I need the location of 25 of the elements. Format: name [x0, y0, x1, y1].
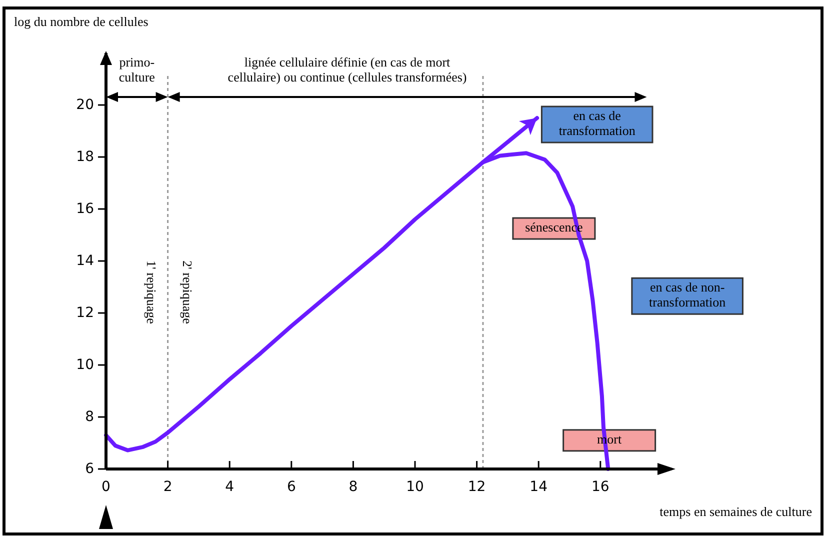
- y-tick-label: 6: [85, 460, 94, 477]
- y-tick-label: 8: [85, 408, 94, 425]
- x-tick-label: 8: [348, 479, 358, 495]
- y-tick-label: 10: [76, 356, 94, 373]
- annotation: en cas de non- transformation: [649, 280, 726, 310]
- x-tick-label: 12: [468, 479, 486, 495]
- annotation: 2' repiquage: [180, 260, 195, 324]
- x-tick-label: 6: [286, 479, 296, 495]
- x-axis-title: temps en semaines de culture: [660, 504, 812, 519]
- y-axis-title: log du nombre de cellules: [14, 14, 148, 29]
- ref-line-label: 1' repiquage: [144, 260, 159, 324]
- annotation: lignée cellulaire définie (en cas de mort cellulaire) ou continue (cellules transformées): [228, 54, 467, 84]
- y-tick-label: 18: [76, 148, 94, 165]
- y-tick-label: 12: [76, 304, 94, 321]
- x-tick-label: 2: [163, 479, 172, 495]
- y-tick-label: 14: [76, 252, 94, 269]
- x-tick-label: 14: [530, 479, 548, 495]
- annotation: en cas de transformation: [558, 108, 636, 138]
- x-tick-label: 10: [406, 479, 424, 495]
- x-tick-label: 16: [591, 479, 610, 495]
- y-tick-label: 20: [76, 96, 94, 113]
- y-tick-label: 16: [76, 200, 94, 217]
- x-tick-label: 4: [225, 479, 234, 495]
- annotation: primo- culture: [118, 54, 156, 84]
- x-tick-label: 0: [102, 479, 110, 495]
